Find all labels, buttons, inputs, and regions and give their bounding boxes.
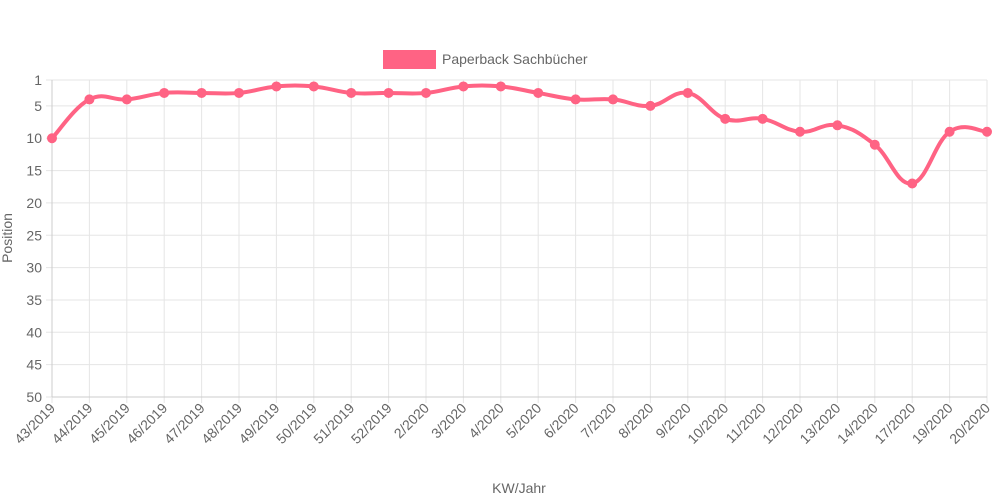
x-tick-label: 50/2019 bbox=[273, 400, 320, 447]
x-tick-label: 43/2019 bbox=[11, 400, 58, 447]
axes bbox=[51, 80, 987, 398]
data-point[interactable] bbox=[47, 133, 57, 144]
x-tick-label: 51/2019 bbox=[310, 400, 357, 447]
x-tick-label: 44/2019 bbox=[48, 400, 95, 447]
data-point[interactable] bbox=[982, 126, 992, 137]
data-point[interactable] bbox=[196, 87, 207, 98]
data-point[interactable] bbox=[383, 87, 394, 98]
x-axis-title: KW/Jahr bbox=[492, 480, 546, 496]
y-tick-label: 20 bbox=[26, 195, 42, 211]
data-point[interactable] bbox=[121, 94, 132, 105]
data-point[interactable] bbox=[234, 87, 244, 98]
x-tick-label: 4/2020 bbox=[465, 400, 507, 442]
x-tick-label: 6/2020 bbox=[540, 400, 582, 442]
x-tick-label: 45/2019 bbox=[86, 400, 133, 447]
x-tick-label: 52/2019 bbox=[348, 400, 395, 447]
y-axis-title: Position bbox=[0, 213, 15, 263]
data-point[interactable] bbox=[159, 87, 170, 98]
x-tick-label: 5/2020 bbox=[503, 400, 545, 442]
data-point[interactable] bbox=[795, 126, 805, 137]
x-tick-label: 48/2019 bbox=[198, 400, 245, 447]
x-tick-label: 10/2020 bbox=[684, 400, 731, 447]
x-tick-label: 17/2020 bbox=[871, 400, 918, 447]
y-tick-label: 5 bbox=[34, 98, 42, 114]
data-point[interactable] bbox=[570, 94, 581, 105]
data-point[interactable] bbox=[533, 87, 544, 98]
data-point[interactable] bbox=[645, 100, 656, 111]
data-point[interactable] bbox=[421, 87, 431, 98]
x-tick-label: 7/2020 bbox=[578, 400, 620, 442]
x-tick-label: 12/2020 bbox=[759, 400, 806, 447]
y-tick-label: 30 bbox=[26, 260, 42, 276]
legend[interactable]: Paperback Sachbücher bbox=[383, 50, 588, 69]
y-tick-label: 40 bbox=[26, 324, 42, 340]
legend-swatch[interactable] bbox=[383, 50, 436, 69]
data-point[interactable] bbox=[271, 81, 282, 92]
y-tick-label: 25 bbox=[26, 227, 42, 243]
y-tick-label: 1 bbox=[34, 72, 42, 88]
y-tick-label: 50 bbox=[26, 389, 42, 405]
x-tick-label: 20/2020 bbox=[946, 400, 993, 447]
y-tick-label: 15 bbox=[26, 163, 42, 179]
y-tick-label: 10 bbox=[26, 130, 42, 146]
x-tick-labels: 43/201944/201945/201946/201947/201948/20… bbox=[11, 400, 993, 447]
data-point[interactable] bbox=[308, 81, 319, 92]
x-tick-label: 46/2019 bbox=[123, 400, 170, 447]
data-point[interactable] bbox=[757, 113, 768, 124]
x-grid bbox=[51, 80, 988, 403]
data-point[interactable] bbox=[682, 87, 693, 98]
x-tick-label: 8/2020 bbox=[615, 400, 657, 442]
x-tick-label: 49/2019 bbox=[235, 400, 282, 447]
data-point[interactable] bbox=[495, 81, 506, 92]
data-point[interactable] bbox=[907, 178, 918, 189]
data-point[interactable] bbox=[84, 94, 95, 105]
data-point[interactable] bbox=[832, 120, 843, 131]
series-line bbox=[50, 83, 989, 186]
x-tick-label: 13/2020 bbox=[796, 400, 843, 447]
x-tick-label: 19/2020 bbox=[909, 400, 956, 447]
series-group bbox=[47, 81, 992, 189]
legend-label[interactable]: Paperback Sachbücher bbox=[442, 51, 588, 67]
data-point[interactable] bbox=[944, 126, 955, 137]
x-tick-label: 47/2019 bbox=[161, 400, 208, 447]
data-point[interactable] bbox=[720, 113, 731, 124]
x-tick-label: 2/2020 bbox=[391, 400, 433, 442]
data-point[interactable] bbox=[869, 139, 880, 150]
x-tick-label: 3/2020 bbox=[428, 400, 470, 442]
y-tick-label: 45 bbox=[26, 357, 42, 373]
x-tick-label: 14/2020 bbox=[834, 400, 881, 447]
data-point[interactable] bbox=[458, 81, 469, 92]
data-point[interactable] bbox=[608, 94, 618, 105]
y-tick-label: 35 bbox=[26, 292, 42, 308]
data-point[interactable] bbox=[346, 87, 357, 98]
